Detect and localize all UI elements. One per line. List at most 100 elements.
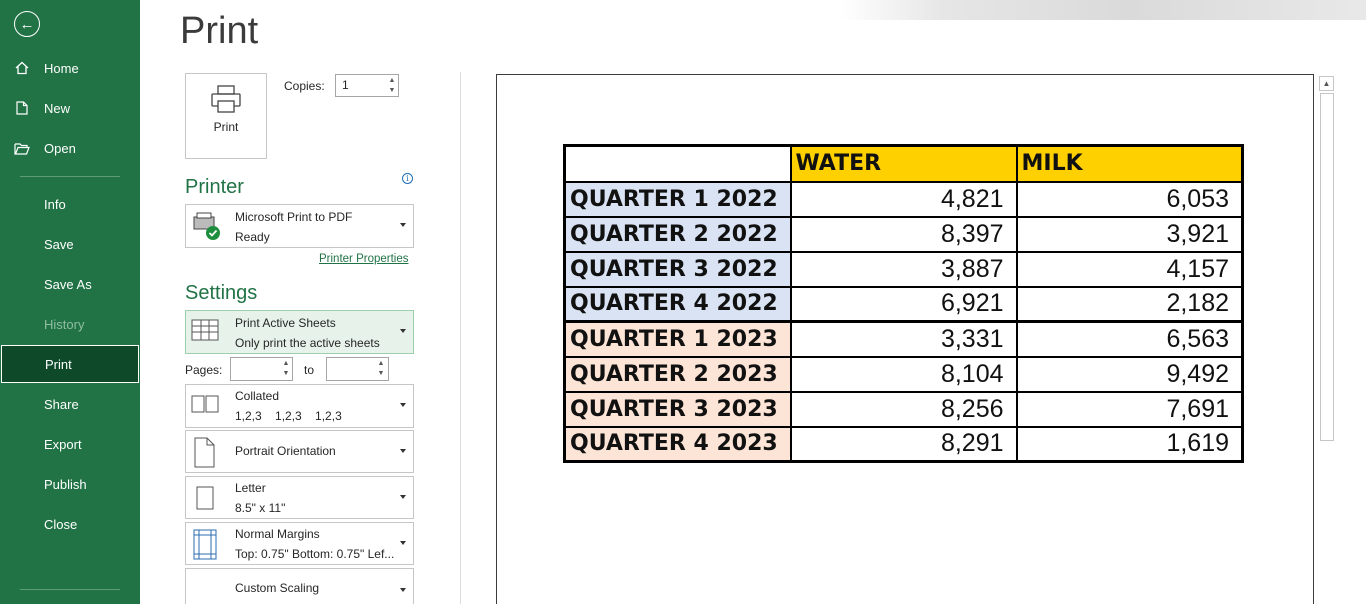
page-title: Print bbox=[180, 10, 259, 52]
collated-icon bbox=[191, 391, 221, 424]
print-button-label: Print bbox=[213, 120, 239, 134]
nav-new[interactable]: New bbox=[0, 89, 140, 127]
pages-from-up-icon[interactable]: ▲ bbox=[282, 360, 290, 367]
nav-publish[interactable]: Publish bbox=[0, 465, 140, 503]
margins-subtitle: Top: 0.75" Bottom: 0.75" Lef... bbox=[235, 547, 395, 561]
print-what-title: Print Active Sheets bbox=[235, 316, 336, 330]
row-label-cell: QUARTER 4 2023 bbox=[563, 425, 792, 463]
milk-value-cell: 6,563 bbox=[1015, 320, 1244, 358]
chevron-down-icon bbox=[400, 448, 406, 453]
milk-value-cell: 9,492 bbox=[1015, 355, 1244, 393]
nav-new-label: New bbox=[44, 100, 71, 116]
settings-heading: Settings bbox=[185, 282, 258, 304]
nav-export[interactable]: Export bbox=[0, 425, 140, 463]
header-cell: MILK bbox=[1015, 144, 1244, 183]
nav-print[interactable]: Print bbox=[1, 345, 139, 383]
copies-input[interactable]: 1 bbox=[335, 74, 399, 97]
preview-table: WATER MILK QUARTER 1 2022 4,821 6,053 QUARTER… bbox=[563, 144, 1244, 463]
new-file-icon bbox=[0, 101, 44, 115]
table-row: QUARTER 3 2022 3,887 4,157 bbox=[563, 250, 1244, 288]
milk-value-cell: 3,921 bbox=[1015, 215, 1244, 253]
paper-size-dropdown[interactable]: Letter 8.5" x 11" bbox=[185, 476, 414, 519]
nav-publish-label: Publish bbox=[44, 476, 87, 492]
print-what-subtitle: Only print the active sheets bbox=[235, 336, 380, 350]
nav-home[interactable]: Home bbox=[0, 49, 140, 87]
nav-open[interactable]: Open bbox=[0, 129, 140, 167]
milk-value-cell: 6,053 bbox=[1015, 180, 1244, 218]
nav-history-label: History bbox=[44, 316, 85, 332]
nav-save[interactable]: Save bbox=[0, 225, 140, 263]
row-label-cell: QUARTER 1 2022 bbox=[563, 180, 792, 218]
water-value-cell: 4,821 bbox=[789, 180, 1018, 218]
nav-info-label: Info bbox=[44, 196, 66, 212]
chevron-down-icon bbox=[400, 494, 406, 499]
collation-title: Collated bbox=[235, 389, 280, 403]
info-icon[interactable]: i bbox=[402, 173, 413, 184]
chevron-down-icon bbox=[400, 588, 406, 592]
printer-status: Ready bbox=[235, 230, 270, 244]
margins-icon bbox=[191, 529, 219, 566]
collation-subtitle: 1,2,3 1,2,3 1,2,3 bbox=[235, 409, 342, 423]
water-value-cell: 8,291 bbox=[789, 425, 1018, 463]
home-icon bbox=[0, 61, 44, 75]
row-label-cell: QUARTER 2 2023 bbox=[563, 355, 792, 393]
orientation-dropdown[interactable]: Portrait Orientation bbox=[185, 430, 414, 473]
open-folder-icon bbox=[0, 142, 44, 155]
paper-size-subtitle: 8.5" x 11" bbox=[235, 501, 286, 515]
milk-value-cell: 2,182 bbox=[1015, 285, 1244, 323]
table-row: QUARTER 1 2022 4,821 6,053 bbox=[563, 180, 1244, 218]
preview-scrollbar[interactable] bbox=[1320, 93, 1334, 441]
nav-export-label: Export bbox=[44, 436, 82, 452]
table-row: QUARTER 3 2023 8,256 7,691 bbox=[563, 390, 1244, 428]
orientation-title: Portrait Orientation bbox=[235, 444, 336, 458]
scaling-dropdown[interactable]: Custom Scaling bbox=[185, 568, 414, 604]
portrait-page-icon bbox=[191, 437, 217, 474]
nav-close-label: Close bbox=[44, 516, 78, 532]
printer-heading: Printer bbox=[185, 176, 244, 198]
printer-properties-link[interactable]: Printer Properties bbox=[319, 253, 409, 265]
back-arrow-icon[interactable]: ← bbox=[14, 11, 40, 37]
pages-from-down-icon[interactable]: ▼ bbox=[282, 370, 290, 377]
pages-to-down-icon[interactable]: ▼ bbox=[377, 370, 385, 377]
header-cell: WATER bbox=[789, 144, 1018, 183]
nav-save-label: Save bbox=[44, 236, 74, 252]
nav-save-as[interactable]: Save As bbox=[0, 265, 140, 303]
backstage-sidebar: ← Home New Open Info Save Save A bbox=[0, 0, 140, 604]
nav-home-label: Home bbox=[44, 60, 79, 76]
scroll-up-icon[interactable]: ▲ bbox=[1319, 76, 1334, 91]
copies-label: Copies: bbox=[284, 79, 325, 93]
milk-value-cell: 7,691 bbox=[1015, 390, 1244, 428]
water-value-cell: 3,887 bbox=[789, 250, 1018, 288]
scaling-title: Custom Scaling bbox=[235, 581, 320, 595]
panel-separator bbox=[460, 72, 461, 604]
chevron-down-icon bbox=[400, 223, 406, 227]
chevron-down-icon bbox=[400, 540, 406, 545]
nav-close[interactable]: Close bbox=[0, 505, 140, 543]
nav-info[interactable]: Info bbox=[0, 185, 140, 223]
printer-dropdown[interactable]: Microsoft Print to PDF Ready bbox=[185, 204, 414, 248]
print-what-dropdown[interactable]: Print Active Sheets Only print the activ… bbox=[185, 310, 414, 354]
chevron-down-icon bbox=[400, 329, 406, 333]
nav-print-label: Print bbox=[45, 356, 72, 372]
copies-up-icon[interactable]: ▲ bbox=[388, 77, 396, 84]
header-decoration bbox=[840, 0, 1366, 20]
table-row: QUARTER 4 2022 6,921 2,182 bbox=[563, 285, 1244, 323]
pages-from-input[interactable] bbox=[230, 357, 293, 381]
nav-save-as-label: Save As bbox=[44, 276, 92, 292]
nav-share-label: Share bbox=[44, 396, 79, 412]
print-button[interactable]: Print bbox=[185, 73, 267, 159]
pages-label: Pages: bbox=[185, 363, 223, 377]
chevron-down-icon bbox=[400, 403, 406, 407]
margins-dropdown[interactable]: Normal Margins Top: 0.75" Bottom: 0.75" … bbox=[185, 522, 414, 565]
pages-to-up-icon[interactable]: ▲ bbox=[377, 360, 385, 367]
nav-share[interactable]: Share bbox=[0, 385, 140, 423]
table-row: QUARTER 4 2023 8,291 1,619 bbox=[563, 425, 1244, 463]
pages-to-input[interactable] bbox=[326, 357, 389, 381]
copies-down-icon[interactable]: ▼ bbox=[388, 87, 396, 94]
collation-dropdown[interactable]: Collated 1,2,3 1,2,3 1,2,3 bbox=[185, 384, 414, 428]
sheet-grid-icon bbox=[191, 317, 221, 350]
milk-value-cell: 1,619 bbox=[1015, 425, 1244, 463]
table-header-row: WATER MILK bbox=[563, 144, 1244, 183]
row-label-cell: QUARTER 3 2022 bbox=[563, 250, 792, 288]
